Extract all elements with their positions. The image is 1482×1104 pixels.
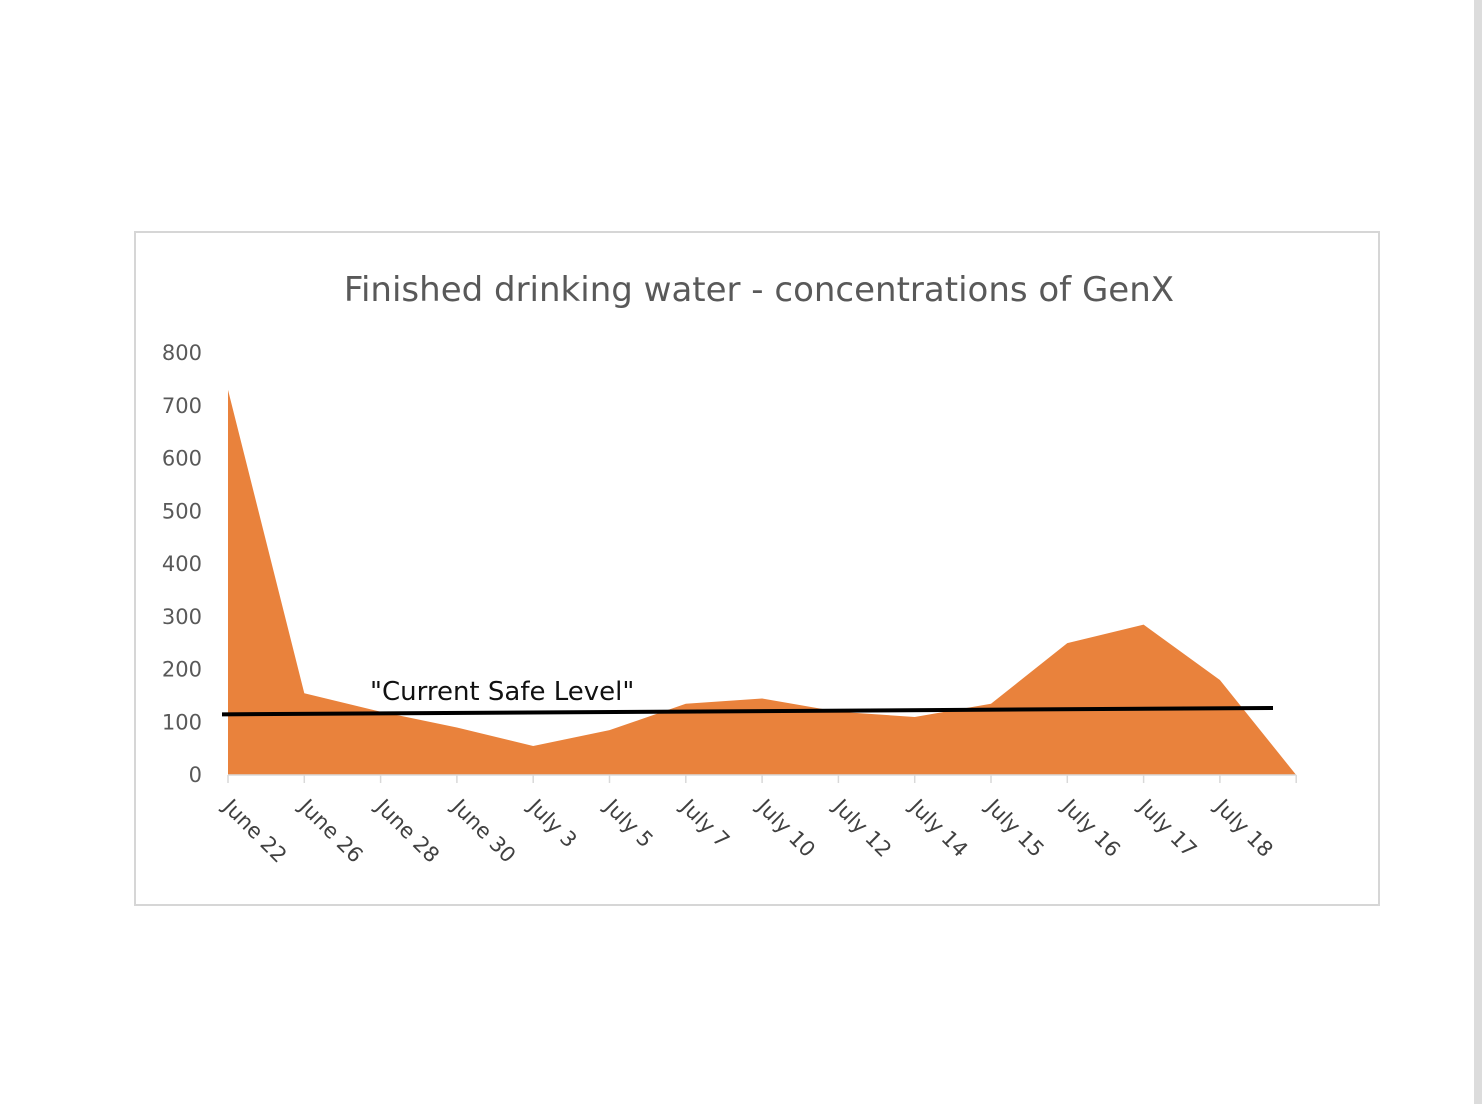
y-axis: 0 100 200 300 400 500 600 700 800 <box>162 341 202 787</box>
y-tick-label: 700 <box>162 394 202 418</box>
y-tick-label: 400 <box>162 552 202 576</box>
x-tick-label: July 5 <box>599 793 658 852</box>
x-tick-label: June 22 <box>217 793 291 867</box>
reference-line-group: "Current Safe Level" <box>221 677 1274 717</box>
series-area <box>228 389 1297 775</box>
y-tick-label: 0 <box>189 763 202 787</box>
x-tick-label: July 14 <box>904 793 973 862</box>
x-tick-label: June 30 <box>446 793 520 867</box>
x-tick-label: July 16 <box>1056 793 1125 862</box>
y-tick-label: 500 <box>162 499 202 523</box>
x-axis: June 22 June 26 June 28 June 30 July 3 July 5… <box>217 774 1297 867</box>
x-tick-label: June 26 <box>293 793 367 867</box>
y-tick-label: 800 <box>162 341 202 365</box>
x-tick-label: July 12 <box>827 793 896 862</box>
x-tick-label: July 17 <box>1133 793 1202 862</box>
y-tick-label: 600 <box>162 447 202 471</box>
reference-line-label: "Current Safe Level" <box>370 677 634 707</box>
x-tick-label: July 7 <box>675 793 734 852</box>
y-tick-label: 200 <box>162 658 202 682</box>
y-tick-label: 300 <box>162 605 202 629</box>
x-tick-label: July 18 <box>1209 793 1278 862</box>
y-tick-label: 100 <box>162 710 202 734</box>
chart-frame: Finished drinking water - concentrations… <box>134 231 1380 906</box>
x-tick-label: June 28 <box>370 793 444 867</box>
x-tick-label: July 10 <box>751 793 820 862</box>
chart-svg: Finished drinking water - concentrations… <box>162 270 1297 867</box>
plot-area <box>228 389 1297 775</box>
chart-title: Finished drinking water - concentrations… <box>344 270 1174 310</box>
reference-line <box>221 706 1274 717</box>
page-edge <box>1474 0 1482 1104</box>
x-tick-label: July 3 <box>522 793 581 852</box>
x-tick-label: July 15 <box>980 793 1049 862</box>
